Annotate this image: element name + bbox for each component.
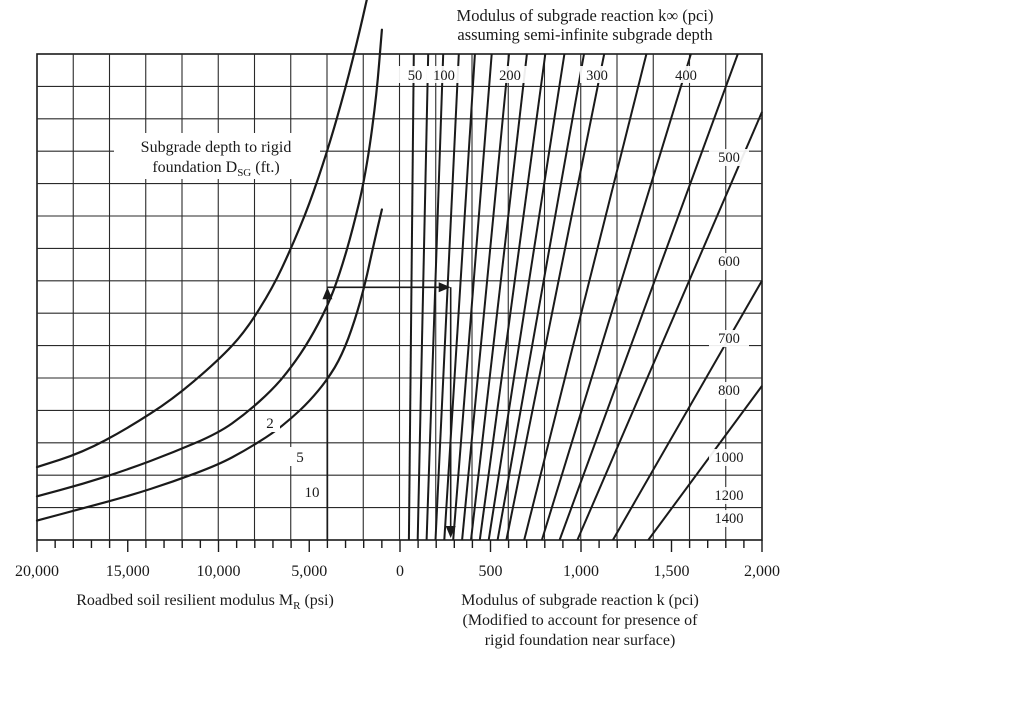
inset-label-main: foundation D [152, 159, 237, 176]
k-label-bg [709, 330, 749, 347]
k-label-1200: 1200 [715, 488, 744, 504]
axis-ticks [36, 540, 763, 552]
curve-label-bg [290, 447, 310, 466]
curve-label-bg [302, 482, 322, 501]
k-label-bg [709, 382, 749, 399]
right-tick-label: 2,000 [744, 563, 780, 580]
k-line-1200 [612, 280, 763, 541]
k-line-200 [434, 53, 460, 541]
k-label-bg [427, 66, 461, 83]
inset-label-line-2: foundation DSG (ft.) [152, 159, 279, 179]
left-tick-label: 20,000 [15, 563, 59, 580]
example-down-arrow [445, 526, 456, 538]
left-xlabel-unit: (psi) [300, 592, 333, 609]
k-line-150 [425, 53, 445, 541]
example-path [322, 282, 456, 540]
k-line-350 [461, 53, 510, 541]
k-line-50 [407, 53, 415, 541]
k-label-bg [709, 510, 749, 527]
k-infinity-lines [407, 53, 763, 541]
left-tick-label: 15,000 [106, 563, 150, 580]
curve-labels: 2 5 10 [260, 413, 322, 501]
k-infinity-labels: 50 100 200 300 400 500 600 700 800 1000 1200 1400 [398, 66, 749, 527]
left-tick-label: 0 [396, 563, 404, 580]
left-tick-label: 10,000 [197, 563, 241, 580]
k-label-bg [398, 66, 432, 83]
k-label-bg [709, 449, 749, 466]
k-label-bg [709, 253, 749, 270]
inset-label-bg [114, 133, 320, 179]
inset-label-unit: (ft.) [251, 159, 279, 176]
inset-label-line-1: Subgrade depth to rigid [141, 139, 292, 156]
k-label-1000: 1000 [715, 450, 744, 466]
k-line-550 [496, 53, 585, 541]
k-label-400: 400 [675, 68, 697, 84]
right-tick-label: 1,500 [654, 563, 690, 580]
chart-text: Modulus of subgrade reaction k∞ (pci) as… [76, 6, 713, 649]
k-line-1400 [647, 385, 763, 541]
depth-curve-10 [35, 208, 383, 522]
k-line-400 [470, 53, 528, 541]
k-label-200: 200 [499, 68, 521, 84]
k-line-500 [487, 53, 566, 541]
example-right-arrow [438, 282, 451, 293]
grid [36, 53, 763, 541]
k-label-bg [709, 149, 749, 166]
k-label-600: 600 [718, 254, 740, 270]
k-line-900 [558, 53, 739, 541]
left-xlabel-sub: R [293, 600, 301, 612]
right-xlabel-line-3: rigid foundation near surface) [485, 632, 676, 649]
right-tick-label: 500 [479, 563, 503, 580]
k-line-100 [416, 53, 430, 541]
curve-label-bg [260, 413, 280, 432]
right-xlabel-line-1: Modulus of subgrade reaction k (pci) [461, 592, 699, 609]
k-line-450 [478, 53, 547, 541]
k-label-800: 800 [718, 383, 740, 399]
right-xlabel-line-2: (Modified to account for presence of [462, 612, 698, 629]
left-tick-label: 5,000 [291, 563, 327, 580]
curve-label-5: 5 [296, 450, 304, 466]
k-label-bg [669, 66, 703, 83]
k-line-1000 [576, 111, 763, 541]
k-label-1400: 1400 [715, 511, 744, 527]
left-xlabel: Roadbed soil resilient modulus MR (psi) [76, 592, 334, 612]
k-label-bg [709, 487, 749, 504]
depth-curve-5 [35, 28, 383, 498]
inset-label-sub: SG [237, 167, 251, 179]
k-label-300: 300 [586, 68, 608, 84]
top-title-line-1: Modulus of subgrade reaction k∞ (pci) [457, 6, 714, 25]
k-label-bg [493, 66, 527, 83]
k-label-500: 500 [718, 150, 740, 166]
k-label-100: 100 [433, 68, 455, 84]
k-label-bg [580, 66, 614, 83]
k-line-250 [443, 53, 476, 541]
tick-labels: 20,000 15,000 10,000 5,000 0 500 1,000 1,500 2,0… [15, 563, 780, 580]
k-line-800 [540, 53, 692, 541]
left-xlabel-main: Roadbed soil resilient modulus M [76, 592, 293, 609]
k-label-50: 50 [408, 68, 423, 84]
k-line-700 [523, 53, 648, 541]
curve-label-2: 2 [266, 416, 274, 432]
k-label-700: 700 [718, 331, 740, 347]
k-line-600 [505, 53, 606, 541]
curve-label-10: 10 [305, 485, 320, 501]
top-title-line-2: assuming semi-infinite subgrade depth [457, 25, 713, 44]
right-tick-label: 1,000 [563, 563, 599, 580]
depth-curve-2 [35, 0, 368, 469]
k-line-300 [452, 53, 493, 541]
depth-curves [35, 0, 383, 522]
example-up-arrow [322, 287, 333, 300]
